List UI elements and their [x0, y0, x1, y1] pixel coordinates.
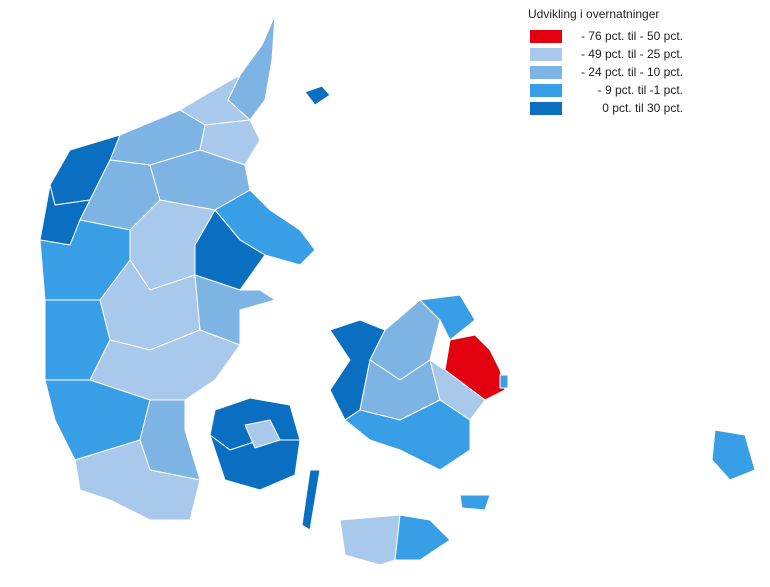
region [304, 85, 331, 106]
region [394, 514, 451, 561]
legend: - 76 pct. til - 50 pct. - 49 pct. til - 2… [530, 29, 683, 115]
legend-label: 0 pct. til 30 pct. [602, 101, 683, 115]
region [74, 439, 201, 521]
legend-swatch [530, 102, 562, 115]
legend-swatch [530, 66, 562, 79]
regions [39, 14, 756, 566]
legend-swatch [530, 84, 562, 97]
region [339, 514, 401, 566]
region [227, 14, 276, 121]
region [209, 434, 301, 491]
legend-label: - 49 pct. til - 25 pct. [581, 47, 683, 61]
legend-swatch [530, 48, 562, 61]
legend-label: - 76 pct. til - 50 pct. [581, 29, 683, 43]
legend-label: - 24 pct. til - 10 pct. [581, 65, 683, 79]
legend-swatch [530, 30, 562, 43]
region [711, 429, 756, 481]
region [344, 399, 471, 471]
region [199, 119, 261, 166]
region [459, 494, 491, 511]
region [419, 294, 476, 341]
region [301, 469, 321, 531]
region [499, 374, 509, 389]
region [244, 419, 281, 449]
legend-title: Udvikling i overnatninger [528, 7, 659, 21]
legend-label: - 9 pct. til -1 pct. [598, 83, 683, 97]
